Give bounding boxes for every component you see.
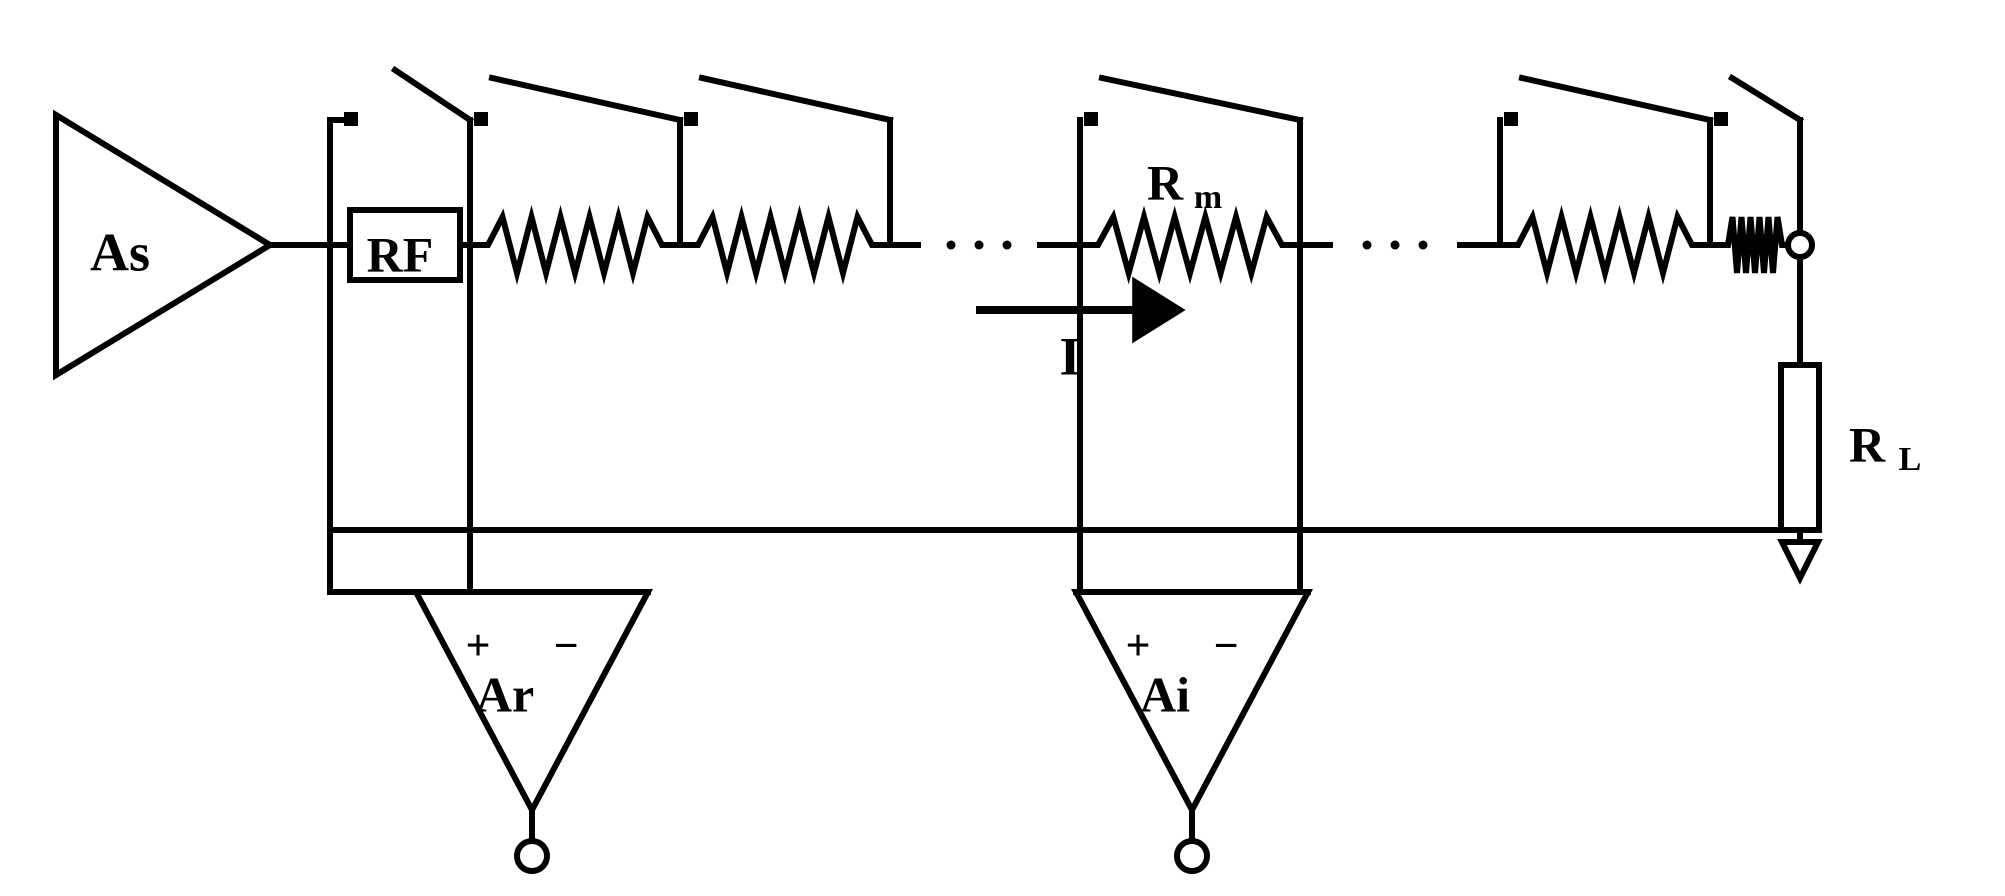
svg-text:L: L xyxy=(1899,441,1922,478)
svg-text:R: R xyxy=(1147,154,1184,210)
svg-text:−: − xyxy=(553,621,578,670)
svg-text:Ai: Ai xyxy=(1140,666,1190,722)
svg-text:+: + xyxy=(1125,621,1150,670)
svg-text:−: − xyxy=(1213,621,1238,670)
svg-text:m: m xyxy=(1194,179,1222,216)
svg-text:I: I xyxy=(1059,326,1080,386)
svg-text:As: As xyxy=(90,222,150,282)
svg-text:RF: RF xyxy=(367,226,434,282)
svg-text:Ar: Ar xyxy=(476,666,534,722)
svg-text:R: R xyxy=(1849,416,1886,472)
svg-text:+: + xyxy=(465,621,490,670)
